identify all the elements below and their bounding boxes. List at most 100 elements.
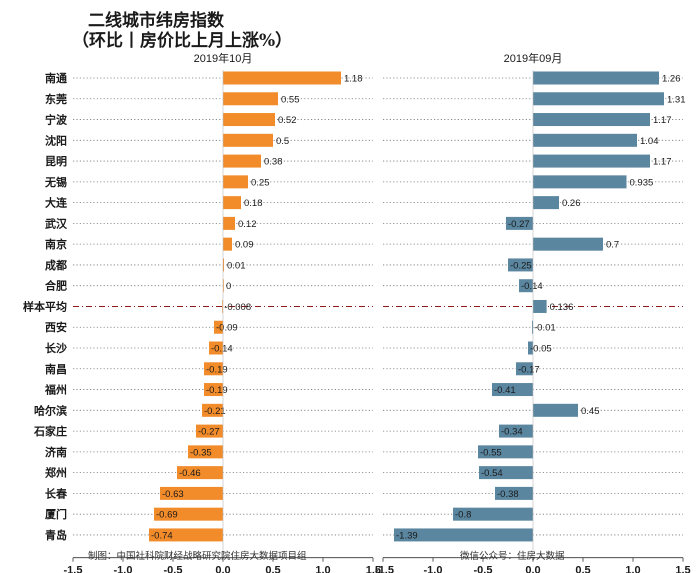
bar-value-label: -0.17 — [518, 364, 540, 375]
bar-value-label: -0.19 — [206, 385, 228, 396]
bar — [223, 258, 224, 272]
category-label: 福州 — [44, 383, 67, 397]
bar-value-label: 0.26 — [562, 198, 581, 209]
bar — [528, 341, 533, 355]
bar — [202, 403, 223, 417]
bar-value-label: -0.34 — [501, 427, 523, 438]
bar-value-label: 1.31 — [667, 94, 686, 105]
category-label: 石家庄 — [33, 424, 67, 438]
bar — [222, 299, 223, 313]
plot-area: 南通东莞宁波沈阳昆明无锡大连武汉南京成都合肥样本平均西安长沙南昌福州哈尔滨石家庄… — [23, 51, 691, 573]
bar — [533, 175, 627, 189]
category-label: 南京 — [45, 237, 67, 251]
category-label: 南昌 — [45, 362, 67, 376]
bar — [533, 154, 650, 168]
bar — [533, 196, 559, 210]
bar-value-label: -0.19 — [206, 364, 228, 375]
bar — [204, 383, 223, 397]
bar — [209, 341, 223, 355]
bar — [499, 424, 533, 438]
bar — [533, 299, 547, 313]
x-tick-label: -0.5 — [164, 565, 183, 573]
bar — [149, 528, 223, 542]
bar — [223, 113, 275, 127]
category-label: 厦门 — [45, 507, 67, 521]
bar-value-label: -0.63 — [162, 489, 184, 500]
footer-wechat: 微信公众号：住房大数据 — [460, 550, 565, 562]
x-tick-label: -1.5 — [375, 565, 394, 573]
bar-value-label: 0.38 — [264, 157, 283, 168]
bar — [533, 92, 664, 106]
footer-credit: 制图：中国社科院财经战略研究院住房大数据项目组 — [88, 550, 307, 562]
bar-value-label: 0.55 — [281, 94, 300, 105]
bar-value-label: 0.18 — [244, 198, 263, 209]
chart-title: 二线城市纬房指数 — [88, 10, 225, 31]
bar — [533, 71, 659, 85]
bar-value-label: 0.5 — [276, 136, 289, 147]
bar-value-label: -1.39 — [396, 530, 418, 541]
bar-value-label: -0.25 — [510, 260, 532, 271]
bar — [223, 133, 273, 147]
bar — [188, 445, 223, 459]
bar-value-label: 0.136 — [550, 302, 574, 313]
bar — [214, 320, 223, 334]
bar — [223, 216, 235, 230]
bar — [223, 154, 261, 168]
bar-value-label: -0.41 — [494, 385, 516, 396]
category-label: 无锡 — [44, 175, 67, 189]
category-label: 长春 — [45, 486, 68, 500]
bar — [223, 237, 232, 251]
x-tick-label: 1.5 — [366, 565, 381, 573]
bar-value-label: 0.12 — [238, 219, 257, 230]
panel-title: 2019年09月 — [504, 51, 563, 65]
x-tick-label: 0.5 — [575, 565, 590, 573]
bar — [453, 507, 533, 521]
bar-value-label: -0.35 — [190, 447, 212, 458]
bar-value-label: -0.01 — [534, 323, 556, 334]
bar — [533, 133, 637, 147]
category-label: 东莞 — [45, 92, 67, 106]
bar-value-label: -0.69 — [156, 510, 178, 521]
bar-value-label: 0.45 — [581, 406, 600, 417]
bar-value-label: -0.14 — [521, 281, 543, 292]
x-tick-label: -1.0 — [114, 565, 133, 573]
category-label: 样本平均 — [23, 299, 67, 313]
bar — [154, 507, 223, 521]
bar-value-label: -0.09 — [216, 323, 238, 334]
bar-value-label: -0.38 — [497, 489, 519, 500]
bar-value-label: 0.25 — [251, 177, 270, 188]
bar — [223, 92, 278, 106]
x-tick-label: -1.0 — [424, 565, 443, 573]
bar-value-label: -0.8 — [455, 510, 471, 521]
category-label: 哈尔滨 — [34, 403, 67, 417]
bar — [492, 383, 533, 397]
bar — [533, 237, 603, 251]
bar-value-label: -0.55 — [480, 447, 502, 458]
category-label: 南通 — [45, 71, 67, 85]
bar — [204, 362, 223, 376]
bar-value-label: 0.09 — [235, 240, 254, 251]
bar — [533, 403, 578, 417]
bar-value-label: -0.54 — [481, 468, 503, 479]
bar-value-label: -0.27 — [198, 427, 220, 438]
category-label: 青岛 — [45, 528, 67, 542]
x-tick-label: 1.5 — [675, 565, 690, 573]
bar — [479, 466, 533, 480]
bar-value-label: -0.008 — [224, 302, 251, 313]
bar-value-label: 1.04 — [640, 136, 659, 147]
bar — [196, 424, 223, 438]
category-label: 大连 — [45, 196, 68, 210]
bar-value-label: 0.01 — [227, 260, 246, 271]
category-label: 济南 — [45, 445, 67, 459]
bar-value-label: -0.14 — [211, 344, 233, 355]
bar — [394, 528, 533, 542]
x-tick-label: 1.0 — [625, 565, 640, 573]
category-label: 成都 — [45, 258, 67, 272]
bar-value-label: 0.52 — [278, 115, 297, 126]
category-label: 长沙 — [45, 341, 67, 355]
bar-value-label: -0.46 — [179, 468, 201, 479]
bar-value-label: 0.7 — [606, 240, 619, 251]
bar — [223, 196, 241, 210]
bar — [516, 362, 533, 376]
